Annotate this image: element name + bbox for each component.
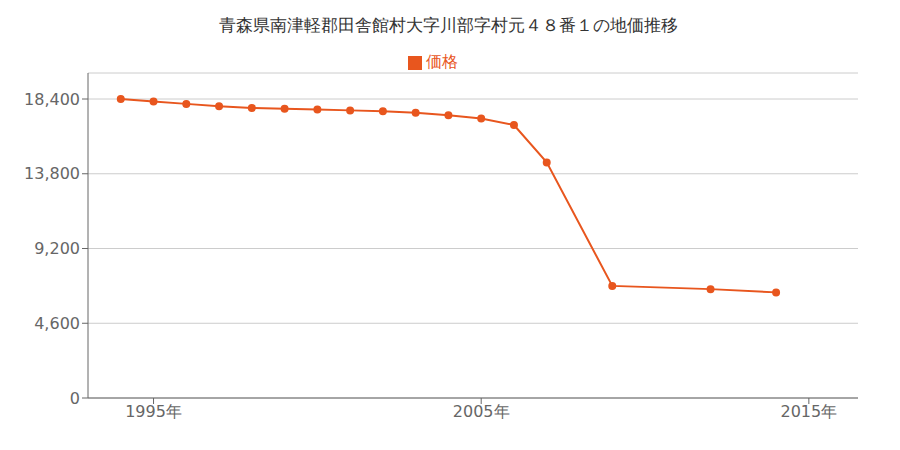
svg-text:1995年: 1995年 bbox=[125, 402, 182, 421]
svg-text:2015年: 2015年 bbox=[780, 402, 837, 421]
html-text:青森県南津軽郡田舎館村大字川部字村元４８番１の地価推移: 青森県南津軽郡田舎館村大字川部字村元４８番１の地価推移 bbox=[218, 15, 678, 35]
svg-text:0: 0 bbox=[70, 389, 80, 408]
html-text:価格: 価格 bbox=[426, 52, 458, 71]
svg-text:9,200: 9,200 bbox=[34, 239, 80, 258]
svg-text:18,400: 18,400 bbox=[24, 90, 80, 109]
svg-text:4,600: 4,600 bbox=[34, 314, 80, 333]
svg-text:2005年: 2005年 bbox=[453, 402, 510, 421]
svg-text:13,800: 13,800 bbox=[24, 164, 80, 183]
